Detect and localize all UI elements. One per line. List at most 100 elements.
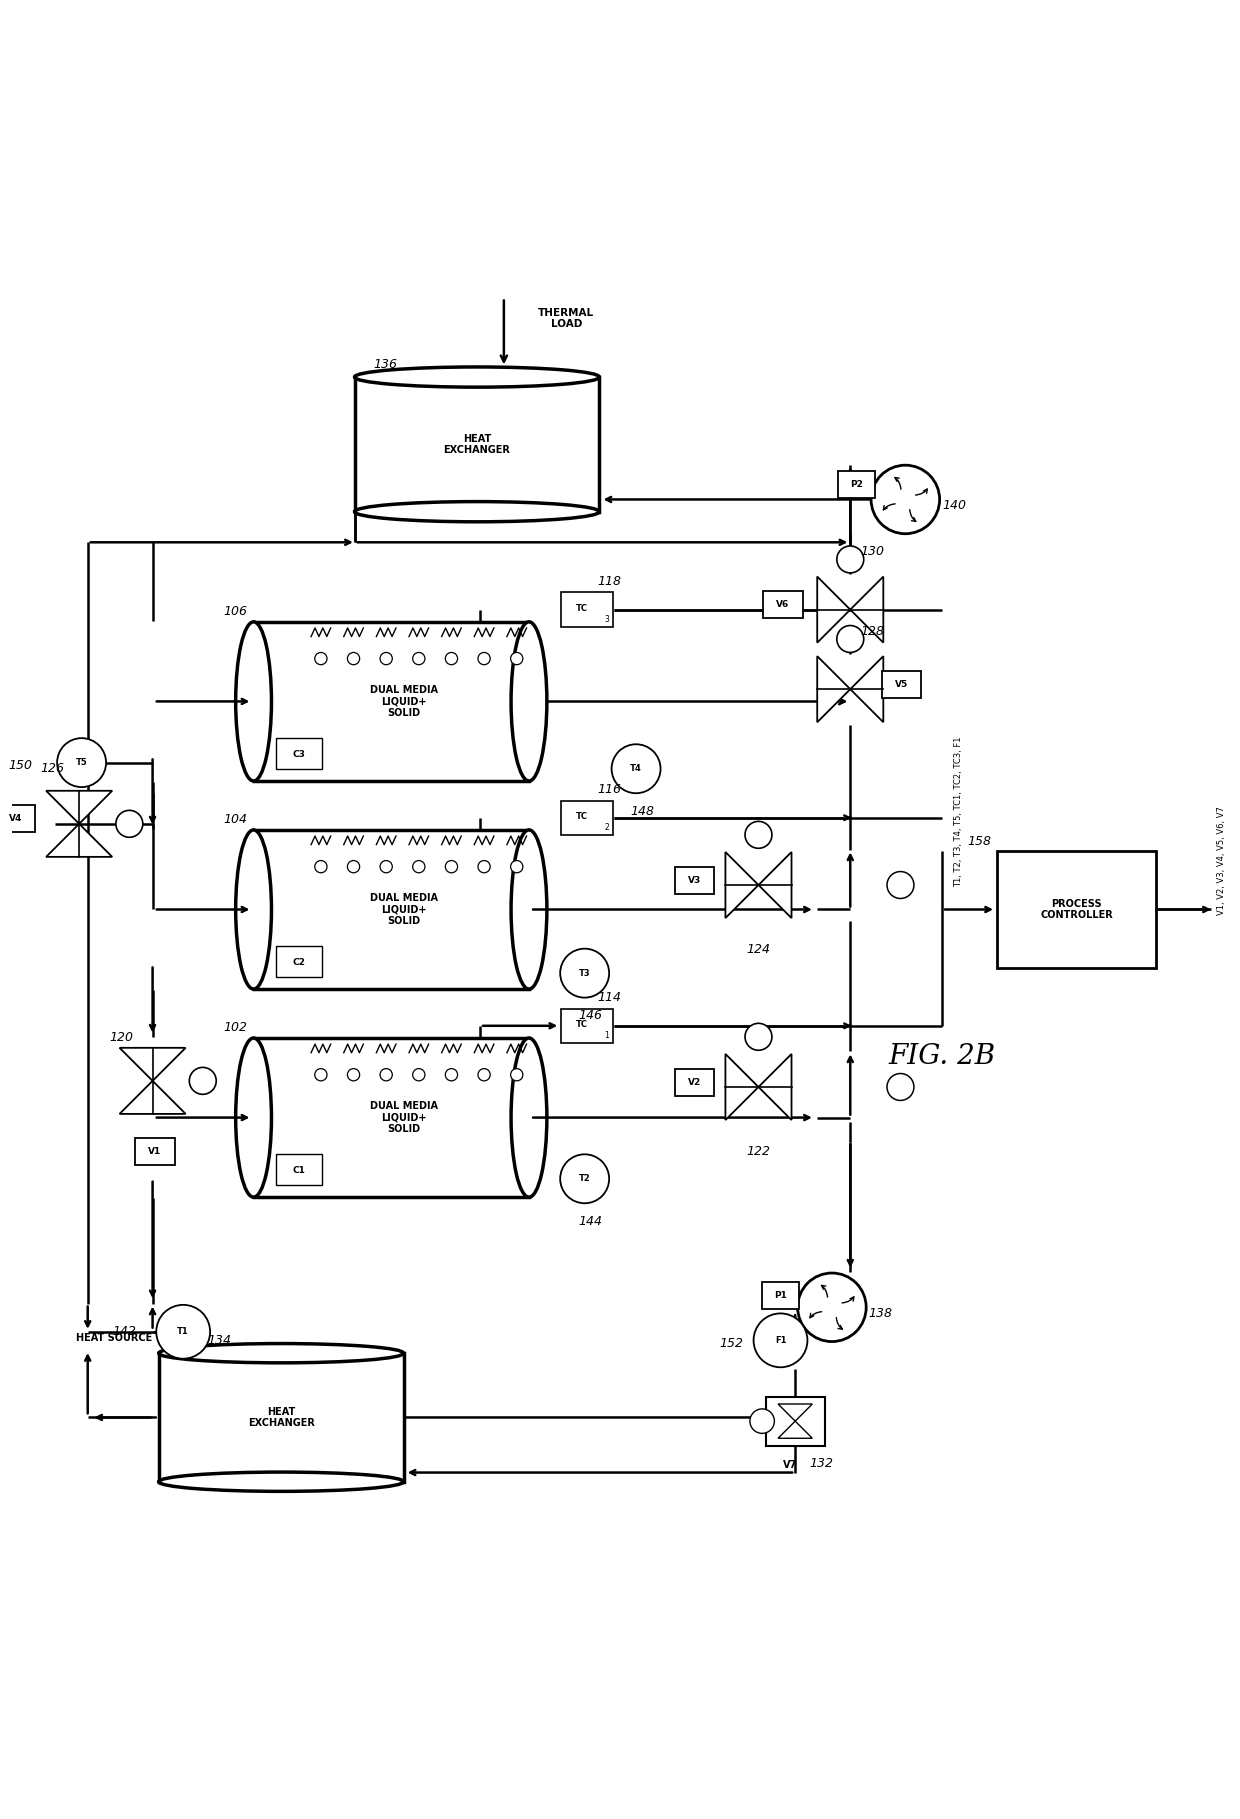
Polygon shape: [759, 1053, 791, 1121]
Text: 140: 140: [942, 498, 966, 511]
Text: C1: C1: [293, 1166, 305, 1175]
Text: 2: 2: [604, 822, 609, 831]
Text: TC: TC: [577, 1020, 588, 1030]
Text: V1, V2, V3, V4, V5, V6, V7: V1, V2, V3, V4, V5, V6, V7: [1218, 806, 1226, 915]
Text: V7: V7: [782, 1461, 797, 1470]
Ellipse shape: [511, 829, 547, 990]
Circle shape: [477, 653, 490, 664]
Polygon shape: [777, 1421, 812, 1439]
Polygon shape: [725, 851, 759, 919]
Bar: [562, 1010, 613, 1042]
Text: 136: 136: [373, 358, 397, 371]
Circle shape: [315, 860, 327, 873]
Bar: [838, 471, 874, 498]
Text: HEAT SOURCE: HEAT SOURCE: [77, 1333, 153, 1344]
Bar: [882, 671, 921, 698]
Text: 116: 116: [596, 782, 621, 795]
Circle shape: [315, 1068, 327, 1080]
Polygon shape: [777, 1404, 812, 1421]
Circle shape: [745, 1024, 773, 1050]
Circle shape: [887, 1073, 914, 1100]
Text: C2: C2: [293, 957, 305, 966]
Circle shape: [477, 860, 490, 873]
Circle shape: [115, 809, 143, 837]
Text: 1: 1: [604, 1031, 609, 1040]
Text: TC: TC: [577, 811, 588, 820]
Ellipse shape: [511, 1039, 547, 1197]
Text: V1: V1: [149, 1148, 161, 1157]
Polygon shape: [817, 577, 851, 642]
Text: T2: T2: [579, 1175, 590, 1184]
Text: 146: 146: [579, 1010, 603, 1022]
Text: V6: V6: [776, 600, 790, 609]
Text: V4: V4: [9, 815, 22, 824]
Circle shape: [445, 653, 458, 664]
Polygon shape: [46, 791, 112, 824]
Circle shape: [190, 1068, 216, 1095]
Circle shape: [379, 1068, 392, 1080]
Circle shape: [347, 653, 360, 664]
Circle shape: [837, 546, 864, 573]
Ellipse shape: [159, 1344, 403, 1362]
Text: HEAT
EXCHANGER: HEAT EXCHANGER: [444, 433, 511, 455]
Text: 142: 142: [113, 1324, 136, 1339]
Polygon shape: [46, 824, 112, 857]
Text: T5: T5: [76, 759, 88, 768]
Polygon shape: [759, 851, 791, 919]
Circle shape: [887, 871, 914, 899]
Bar: [676, 866, 714, 893]
Text: V3: V3: [688, 875, 702, 884]
Text: 114: 114: [596, 991, 621, 1004]
Circle shape: [347, 860, 360, 873]
Circle shape: [511, 653, 523, 664]
Text: TC: TC: [577, 604, 588, 613]
Polygon shape: [817, 657, 851, 722]
Ellipse shape: [159, 1472, 403, 1492]
Circle shape: [750, 1410, 775, 1433]
Text: 150: 150: [9, 759, 32, 773]
Bar: [763, 1282, 799, 1308]
Text: 104: 104: [223, 813, 248, 826]
Ellipse shape: [236, 622, 272, 780]
Text: 152: 152: [719, 1337, 744, 1350]
Circle shape: [870, 466, 940, 533]
Circle shape: [413, 1068, 425, 1080]
Bar: [355, 377, 599, 511]
Text: P1: P1: [774, 1290, 787, 1299]
Text: V2: V2: [688, 1077, 702, 1086]
Bar: [0, 806, 35, 833]
Circle shape: [477, 1068, 490, 1080]
Text: 130: 130: [861, 546, 884, 558]
Text: C3: C3: [293, 749, 305, 759]
Text: T1: T1: [177, 1328, 188, 1337]
Text: HEAT
EXCHANGER: HEAT EXCHANGER: [248, 1406, 315, 1428]
Text: 106: 106: [223, 606, 248, 618]
Circle shape: [511, 860, 523, 873]
Text: F1: F1: [775, 1335, 786, 1344]
Ellipse shape: [355, 502, 599, 522]
Ellipse shape: [355, 367, 599, 387]
Polygon shape: [725, 1053, 759, 1121]
Bar: [253, 1039, 529, 1197]
Circle shape: [379, 860, 392, 873]
Text: 118: 118: [596, 575, 621, 588]
Text: T1, T2, T3, T4, T5, TC1, TC2, TC3, F1: T1, T2, T3, T4, T5, TC1, TC2, TC3, F1: [955, 737, 963, 888]
Text: 128: 128: [861, 624, 884, 638]
Circle shape: [511, 1068, 523, 1080]
Text: 144: 144: [579, 1215, 603, 1228]
Bar: [764, 591, 802, 618]
Bar: [275, 739, 322, 769]
Text: 120: 120: [110, 1031, 134, 1044]
Circle shape: [837, 626, 864, 653]
Text: 3: 3: [604, 615, 609, 624]
Text: PROCESS
CONTROLLER: PROCESS CONTROLLER: [1040, 899, 1114, 920]
Polygon shape: [851, 577, 883, 642]
Text: 126: 126: [40, 762, 64, 775]
Bar: [562, 800, 613, 835]
Text: 122: 122: [746, 1144, 770, 1159]
Circle shape: [745, 822, 773, 848]
Text: P2: P2: [849, 480, 863, 489]
Bar: [997, 851, 1156, 968]
Polygon shape: [119, 1080, 186, 1113]
Text: V5: V5: [895, 680, 909, 689]
